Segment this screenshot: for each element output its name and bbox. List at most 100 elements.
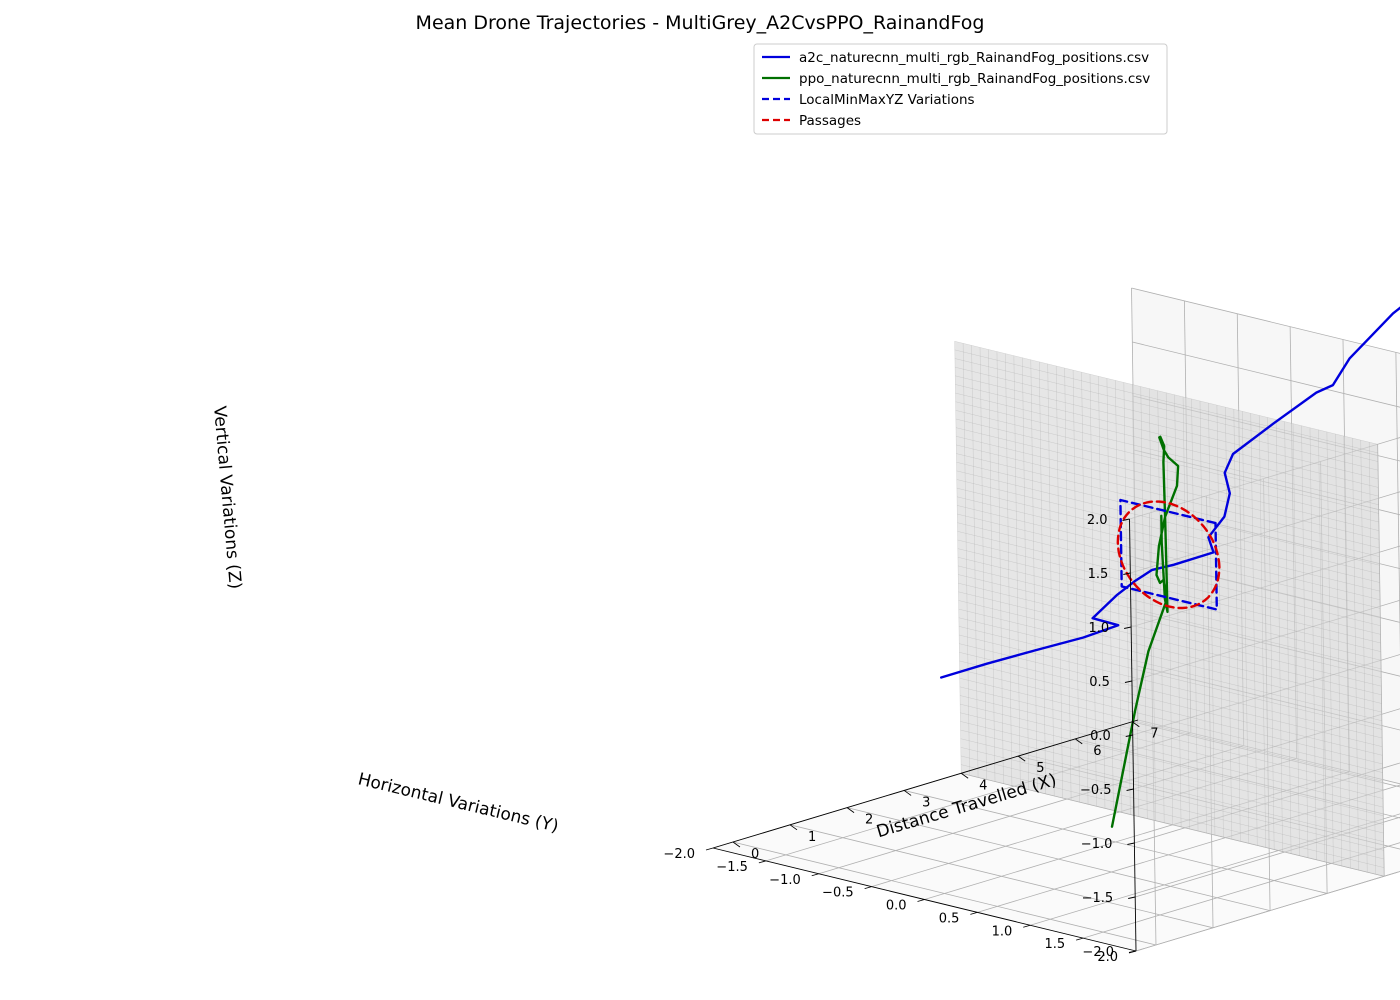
series-layer	[940, 306, 1400, 828]
obstacle-wall-mesh-line	[957, 548, 1381, 652]
obstacle-wall-mesh-line	[954, 341, 1378, 445]
x-tick-mark	[789, 824, 798, 831]
obstacle-wall-mesh-line	[955, 367, 1379, 471]
z-tick-mark	[1122, 518, 1130, 521]
z-tick-mark	[1128, 896, 1136, 899]
x-tick-label: 1	[808, 830, 816, 845]
x-tick-label: 6	[1093, 744, 1101, 759]
y-tick-mark	[1076, 937, 1084, 941]
y-axis-label: Horizontal Variations (Y)	[356, 769, 561, 836]
grid-line-y-floor	[1083, 842, 1400, 939]
obstacle-wall-mesh-line	[1360, 440, 1368, 873]
obstacle-wall-mesh-line	[1242, 411, 1249, 844]
y-tick-mark	[917, 899, 925, 902]
x-tick-label: 4	[979, 778, 987, 793]
grid-line-y-floor	[1030, 813, 1400, 926]
obstacle-wall-mesh-line	[956, 470, 1380, 575]
grid-line-z-left	[1135, 871, 1400, 952]
z-tick-label: 2.0	[1087, 513, 1108, 528]
obstacle-wall-mesh-line	[1191, 398, 1199, 831]
obstacle-wall-mesh-line	[955, 418, 1379, 523]
y-tick-label: −1.0	[769, 873, 801, 888]
x-tick-mark	[1074, 738, 1083, 745]
obstacle-wall-mesh-line	[1326, 431, 1334, 864]
obstacle-wall-mesh-line	[1259, 415, 1266, 848]
obstacle-wall-mesh-line	[956, 487, 1380, 592]
obstacle-wall-mesh-line	[1199, 400, 1207, 834]
z-tick-mark	[1123, 572, 1131, 575]
obstacle-wall-mesh-line	[955, 375, 1379, 479]
series-line-2	[1119, 498, 1219, 611]
z-tick-label: −1.5	[1082, 891, 1114, 906]
chart-title: Mean Drone Trajectories - MultiGrey_A2Cv…	[416, 12, 985, 34]
legend: a2c_naturecnn_multi_rgb_RainandFog_posit…	[753, 43, 1168, 135]
obstacle-wall-mesh-line	[1369, 442, 1376, 875]
y-tick-label: 0.0	[886, 899, 907, 914]
y-tick-label: 0.5	[939, 911, 960, 926]
grid-line-z-right	[1131, 287, 1400, 354]
y-tick-mark	[705, 847, 714, 851]
legend-label-ppo: ppo_naturecnn_multi_rgb_RainandFog_posit…	[799, 71, 1150, 87]
x-tick-label: 2	[865, 813, 873, 828]
obstacle-wall-mesh-line	[955, 384, 1379, 488]
obstacle-wall-mesh-line	[1309, 427, 1317, 860]
y-tick-label: −0.5	[822, 886, 854, 901]
z-tick-label: 0.0	[1090, 729, 1111, 744]
x-tick-mark	[1017, 755, 1026, 762]
y-tick-label: −2.0	[663, 847, 695, 862]
y-tick-label: 1.0	[992, 924, 1013, 939]
legend-label-a2c: a2c_naturecnn_multi_rgb_RainandFog_posit…	[799, 50, 1149, 66]
obstacle-wall-mesh-line	[1208, 403, 1216, 836]
obstacle-wall-mesh-line	[1216, 405, 1224, 838]
y-tick-mark	[970, 911, 978, 915]
x-tick-label: 7	[1150, 727, 1158, 742]
z-tick-mark	[1126, 788, 1134, 791]
z-tick-mark	[1128, 950, 1137, 953]
obstacle-wall-mesh-line	[1377, 444, 1385, 877]
obstacle-wall-mesh-line	[1275, 419, 1283, 852]
obstacle-wall-mesh-line	[956, 479, 1380, 583]
obstacle-wall-mesh-line	[957, 539, 1381, 644]
obstacle-wall-mesh-line	[1174, 394, 1182, 827]
obstacle-wall-mesh-line	[955, 427, 1379, 531]
obstacle-wall-mesh-line	[957, 505, 1381, 609]
y-tick-mark	[811, 873, 819, 877]
obstacle-wall-mesh-line	[955, 392, 1379, 497]
z-tick-label: 1.5	[1088, 567, 1109, 582]
obstacle-wall-mesh-line	[956, 496, 1381, 600]
obstacle-wall-mesh-line	[956, 462, 1380, 566]
obstacle-wall-mesh-line	[1301, 425, 1309, 858]
obstacle-wall-mesh-line	[1233, 409, 1241, 842]
y-tick-label: 2.0	[1097, 950, 1118, 965]
legend-label-passages: Passages	[799, 113, 861, 129]
obstacle-wall-mesh-line	[956, 436, 1380, 540]
obstacle-wall-mesh-line	[957, 522, 1381, 626]
x-tick-mark	[732, 841, 741, 848]
grid-line-z-right	[1132, 341, 1400, 408]
x-tick-mark	[960, 772, 969, 779]
obstacle-wall-mesh-line	[1335, 433, 1343, 866]
obstacle-wall-mesh-line	[1292, 423, 1300, 856]
obstacle-wall-mesh-line	[1284, 421, 1292, 854]
series-line-3	[1116, 500, 1221, 610]
obstacle-wall-mesh-line	[956, 444, 1380, 549]
x-axis-line	[712, 719, 1139, 849]
obstacle-wall-mesh-line	[956, 453, 1380, 557]
x-tick-mark	[846, 807, 855, 813]
z-tick-label: −1.0	[1081, 837, 1113, 852]
x-tick-mark	[903, 790, 912, 796]
y-tick-mark	[864, 886, 872, 890]
obstacle-wall-mesh-line	[1250, 413, 1258, 846]
x-tick-label: 5	[1036, 761, 1044, 776]
z-axis-label: Vertical Variations (Z)	[209, 405, 245, 590]
z-tick-mark	[1124, 626, 1132, 629]
x-tick-mark	[1132, 721, 1140, 728]
series-line-0	[940, 306, 1400, 679]
y-tick-label: 1.5	[1044, 937, 1065, 952]
tick-marks: 012345672.01.51.00.50.0−0.5−1.0−1.5−2.02…	[663, 513, 1158, 965]
z-tick-label: −0.5	[1080, 783, 1112, 798]
obstacle-wall-mesh-line	[1182, 396, 1190, 829]
obstacle-wall-mesh-line	[954, 349, 1378, 454]
obstacle-wall-mesh-line	[957, 557, 1381, 661]
z-tick-mark	[1125, 734, 1133, 737]
